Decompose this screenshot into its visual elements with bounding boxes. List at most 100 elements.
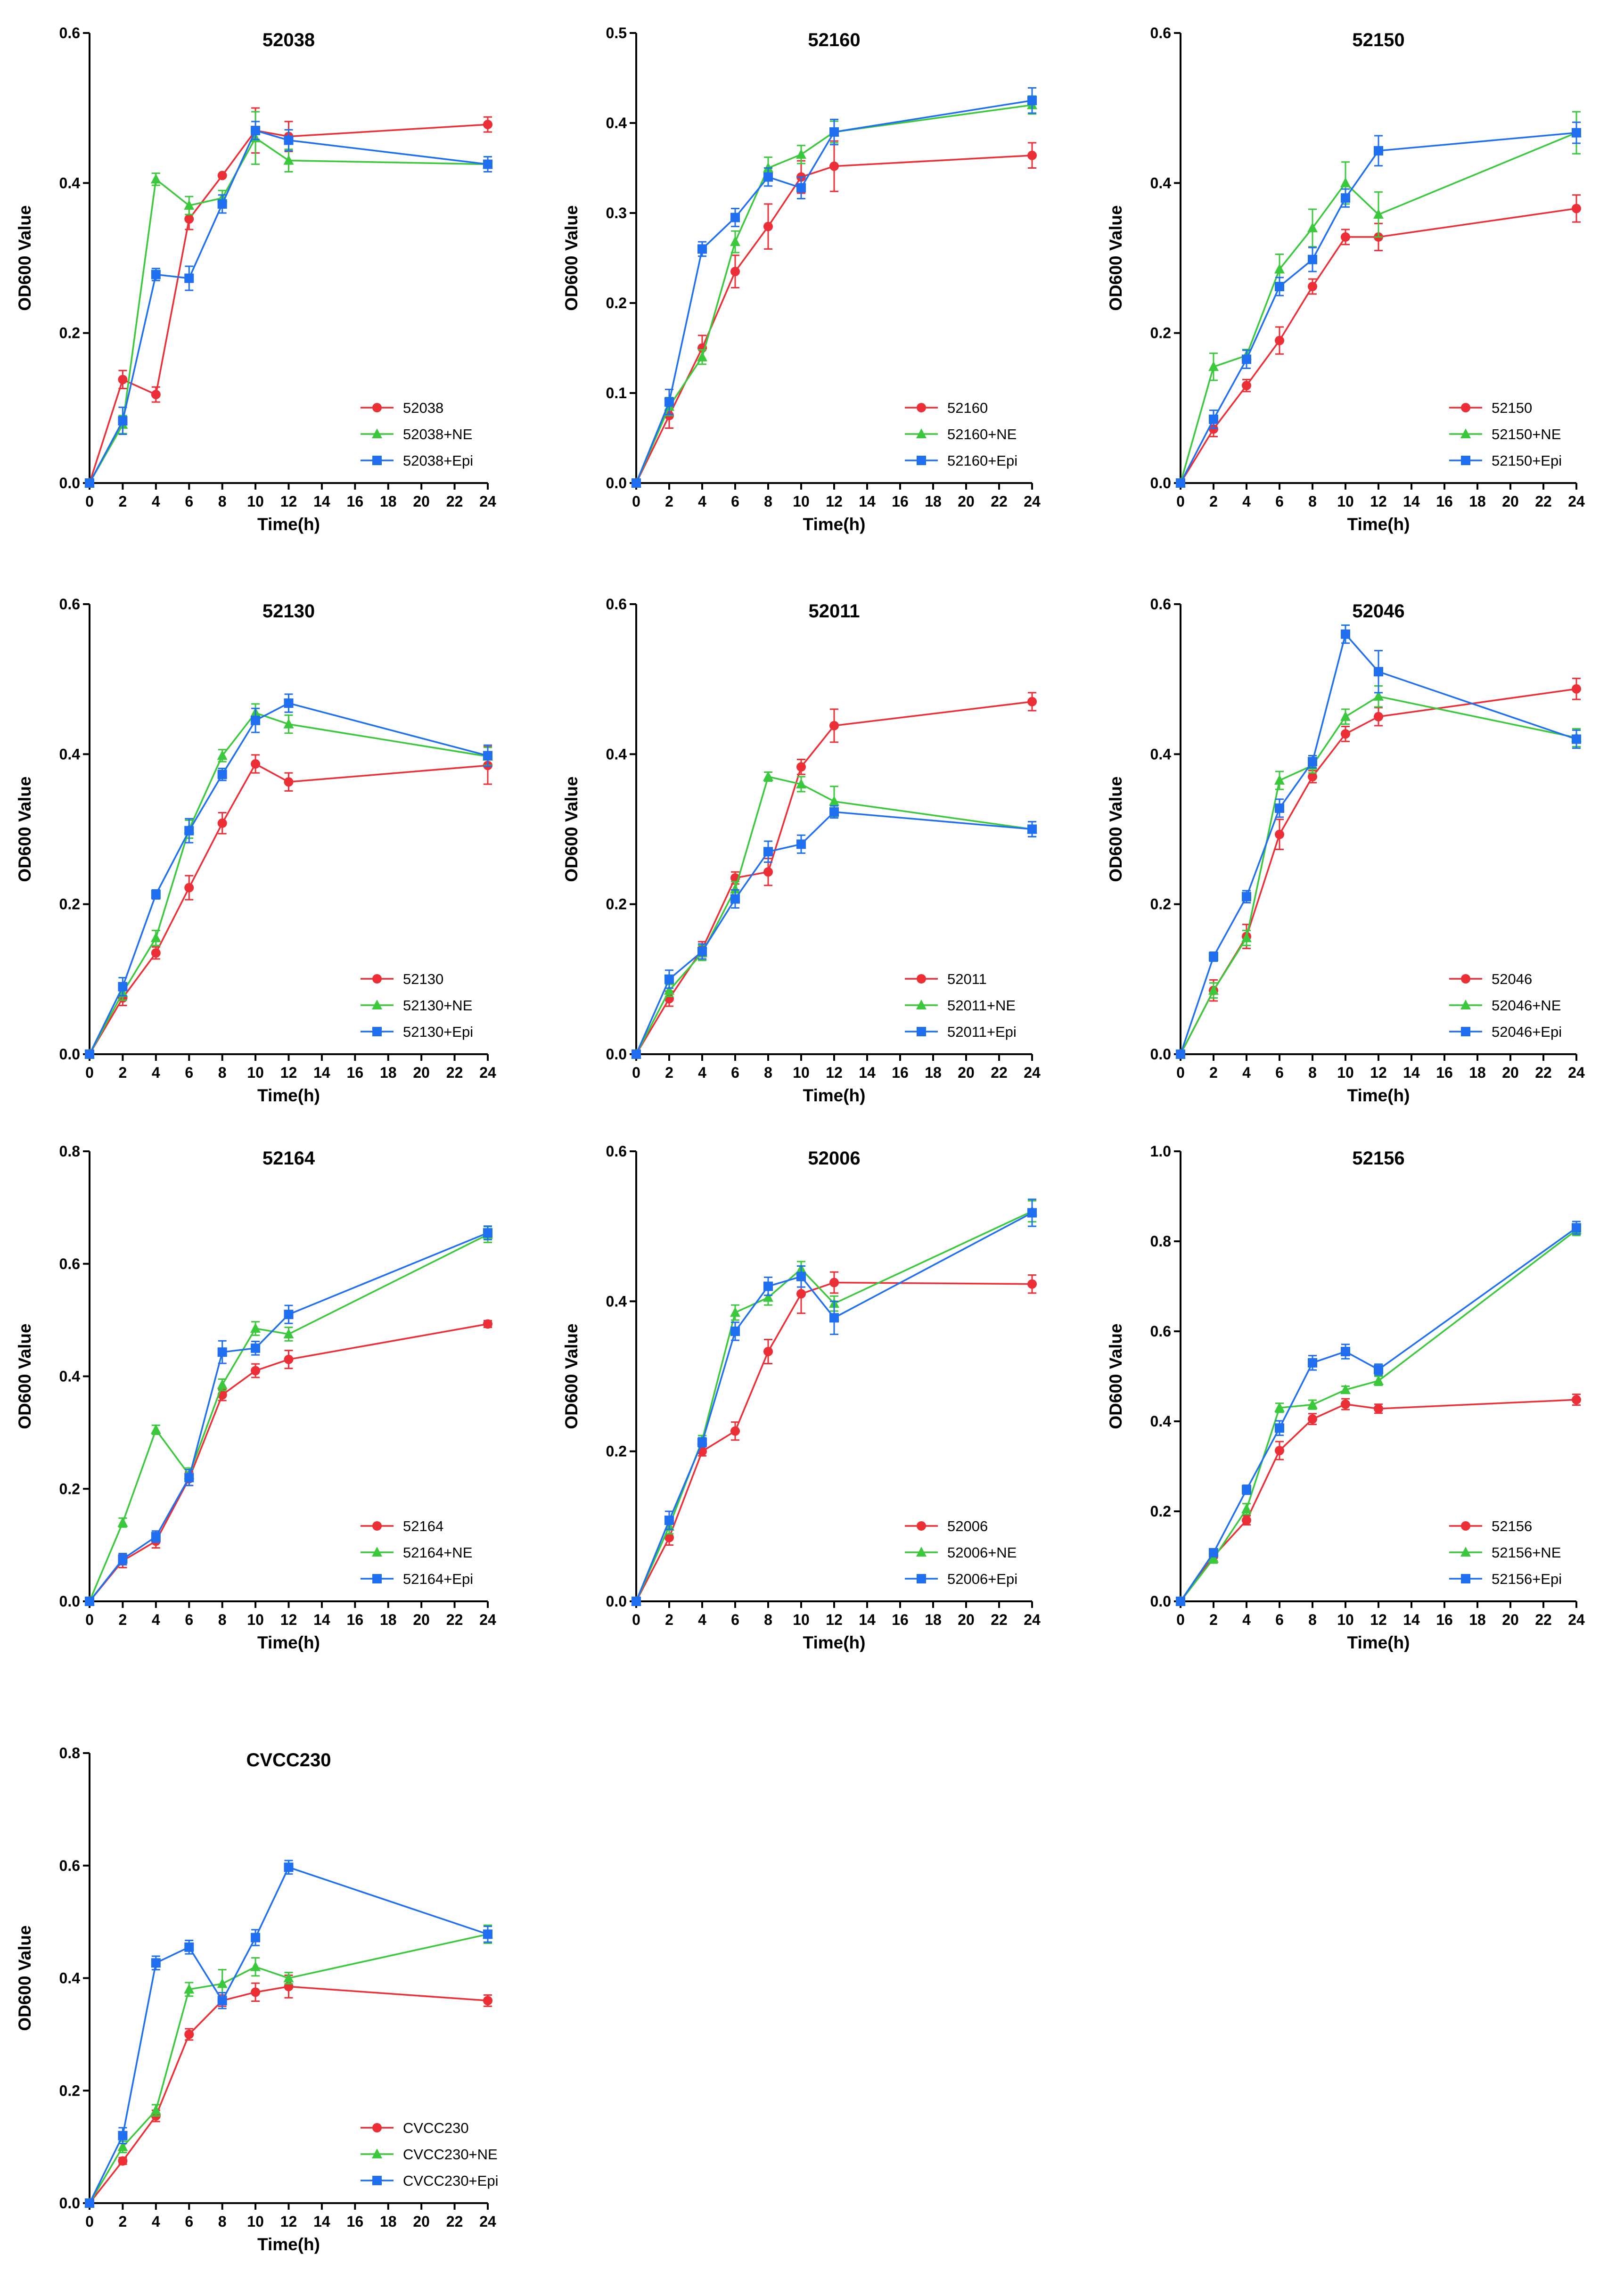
data-point: [151, 1958, 161, 1968]
data-point: [1176, 1597, 1185, 1606]
data-point: [1027, 1208, 1037, 1218]
series-line: [1180, 695, 1577, 1055]
data-point: [664, 974, 674, 984]
legend-marker: [372, 1027, 382, 1036]
data-point: [151, 1532, 161, 1541]
legend-label: 52038: [403, 400, 443, 416]
data-point: [697, 351, 707, 361]
x-tick-label: 6: [731, 1064, 739, 1081]
data-point: [217, 1996, 227, 2006]
legend-label: 52130+Epi: [403, 1024, 473, 1040]
x-tick-label: 12: [826, 493, 843, 510]
data-series: [1176, 194, 1581, 488]
data-point: [1572, 734, 1581, 744]
x-tick-label: 2: [1209, 1064, 1218, 1081]
legend-marker: [372, 1547, 382, 1557]
data-point: [184, 200, 195, 210]
y-tick-label: 0.2: [606, 896, 627, 913]
data-point: [284, 1354, 294, 1364]
legend-marker: [1461, 456, 1470, 465]
x-tick-label: 4: [698, 493, 706, 510]
data-point: [483, 1996, 492, 2006]
x-tick-label: 6: [1275, 1064, 1284, 1081]
x-tick-label: 6: [1275, 493, 1284, 510]
legend-marker: [372, 974, 382, 984]
y-tick-label: 0.4: [606, 1293, 627, 1310]
data-series: [85, 121, 492, 488]
y-tick-label: 0.4: [1150, 1413, 1172, 1430]
data-point: [1209, 414, 1218, 424]
y-tick-label: 0.6: [59, 25, 80, 41]
x-tick-label: 0: [85, 1064, 94, 1081]
data-series: [85, 693, 492, 1059]
data-point: [763, 771, 773, 781]
y-tick-label: 0.0: [59, 1593, 80, 1610]
x-tick-label: 0: [1176, 493, 1185, 510]
x-tick-label: 18: [1469, 1064, 1486, 1081]
series-line: [1180, 207, 1577, 484]
series-line: [635, 776, 1033, 1055]
legend-label: 52038+NE: [403, 426, 472, 443]
x-tick-label: 14: [1403, 1064, 1420, 1081]
series-line: [635, 155, 1033, 484]
data-point: [117, 1517, 128, 1527]
data-point: [251, 125, 261, 135]
x-axis-label: Time(h): [803, 1633, 866, 1652]
x-tick-label: 20: [958, 1064, 975, 1081]
x-tick-label: 18: [1469, 1611, 1486, 1628]
legend-label: 52046+NE: [1492, 997, 1561, 1014]
x-tick-label: 18: [925, 1611, 942, 1628]
data-point: [151, 948, 161, 958]
legend-label: 52006+NE: [947, 1544, 1017, 1561]
x-tick-label: 20: [958, 1611, 975, 1628]
y-axis-label: OD600 Value: [1106, 1323, 1125, 1429]
x-tick-label: 14: [859, 493, 876, 510]
y-tick-label: 0.3: [606, 205, 627, 221]
x-tick-label: 4: [152, 493, 160, 510]
data-point: [1275, 1423, 1284, 1433]
legend: 52150 52150+NE 52150+Epi: [1449, 400, 1562, 469]
y-tick-label: 0.0: [59, 2195, 80, 2212]
series-line: [89, 1985, 488, 2204]
y-axis-label: OD600 Value: [15, 1925, 34, 2031]
data-point: [1341, 629, 1350, 639]
y-tick-label: 0.2: [59, 896, 80, 913]
data-point: [483, 1228, 492, 1238]
series-line: [635, 1210, 1033, 1602]
data-point: [184, 1473, 194, 1483]
x-tick-label: 4: [698, 1064, 706, 1081]
x-tick-label: 4: [152, 1064, 160, 1081]
x-tick-label: 4: [1242, 1064, 1251, 1081]
data-point: [697, 1437, 707, 1447]
x-tick-label: 16: [347, 493, 364, 510]
x-tick-label: 20: [413, 2213, 430, 2230]
series-line: [89, 1234, 488, 1602]
data-point: [217, 818, 227, 828]
x-tick-label: 20: [1502, 1064, 1519, 1081]
y-tick-label: 0.0: [1150, 1593, 1171, 1610]
legend-label: 52130: [403, 971, 443, 987]
y-tick-label: 0.6: [59, 1255, 80, 1272]
data-point: [283, 155, 294, 165]
data-point: [796, 779, 806, 788]
legend: 52156 52156+NE 52156+Epi: [1449, 1518, 1562, 1587]
x-tick-label: 10: [247, 1611, 264, 1628]
data-point: [664, 1533, 674, 1542]
data-point: [829, 1278, 839, 1287]
legend-marker: [916, 428, 927, 438]
y-tick-label: 0.4: [606, 746, 627, 762]
legend-label: 52011+NE: [947, 997, 1016, 1014]
data-point: [1208, 984, 1219, 995]
x-tick-label: 12: [1370, 1611, 1387, 1628]
y-tick-label: 0.6: [606, 1143, 627, 1160]
legend-label: 52011: [947, 971, 987, 987]
legend-marker: [917, 456, 926, 465]
data-point: [1242, 1485, 1251, 1495]
y-tick-label: 0.0: [606, 1046, 627, 1063]
data-point: [796, 839, 806, 849]
x-tick-label: 0: [85, 493, 94, 510]
data-point: [85, 1597, 94, 1606]
data-point: [697, 244, 707, 254]
legend: 52011 52011+NE 52011+Epi: [905, 971, 1017, 1040]
legend-marker: [1460, 1547, 1471, 1557]
